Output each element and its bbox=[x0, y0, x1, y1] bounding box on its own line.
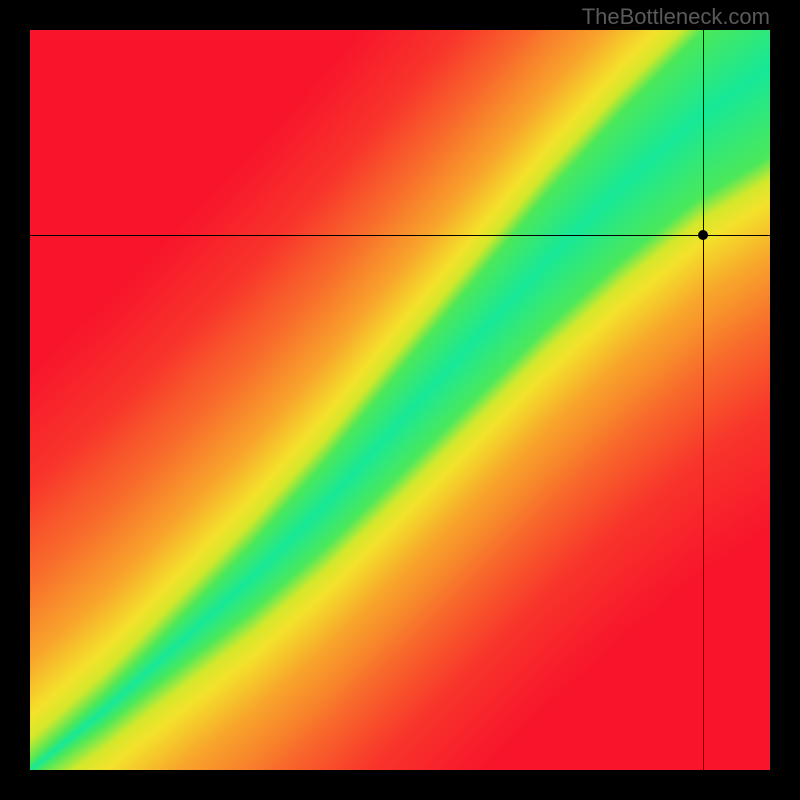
crosshair-vertical bbox=[703, 30, 704, 770]
plot-area bbox=[30, 30, 770, 770]
heatmap-canvas bbox=[30, 30, 770, 770]
crosshair-horizontal bbox=[30, 235, 770, 236]
crosshair-marker bbox=[698, 230, 708, 240]
watermark-text: TheBottleneck.com bbox=[582, 4, 770, 30]
